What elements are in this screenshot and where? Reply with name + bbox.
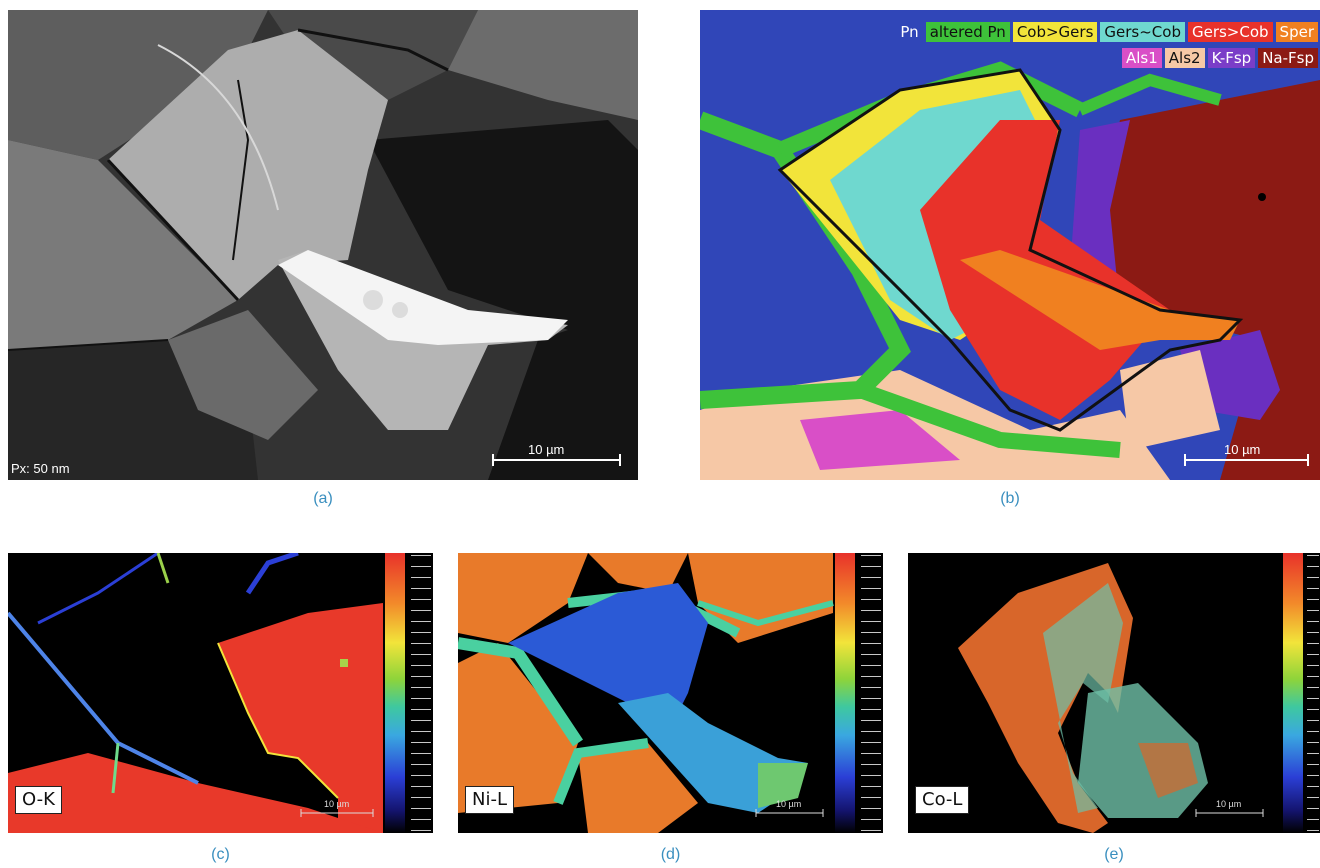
legend-item-als2: Als2	[1164, 48, 1205, 68]
legend-item-gers-cob: Gers~Cob	[1100, 22, 1185, 42]
legend-item-cob-gers: Cob>Gers	[1012, 22, 1098, 42]
legend-item-als1: Als1	[1121, 48, 1162, 68]
colorbar-ticks	[861, 555, 881, 831]
ni-l-element-map	[458, 553, 883, 833]
scale-bar-label: 10 µm	[1216, 799, 1242, 809]
bse-micrograph	[8, 10, 638, 480]
element-label: Co-L	[915, 786, 970, 814]
scale-bar-label: 10 µm	[324, 799, 350, 809]
intensity-colorbar	[1283, 553, 1303, 833]
panel-a-bse-image: Px: 50 nm 10 µm	[8, 10, 638, 480]
element-label: Ni-L	[465, 786, 514, 814]
caption-a: (a)	[313, 490, 333, 507]
colorbar-ticks	[411, 555, 431, 831]
colorbar-ticks	[1307, 555, 1319, 831]
caption-d: (d)	[660, 846, 681, 863]
caption-c: (c)	[211, 846, 230, 863]
legend-item-pn: Pn	[896, 22, 923, 42]
panel-b-phase-map: Pn altered Pn Cob>Gers Gers~Cob Gers>Cob Sper…	[700, 10, 1320, 480]
legend-item-altered-pn: altered Pn	[925, 22, 1010, 42]
co-l-element-map	[908, 553, 1320, 833]
caption-b: (b)	[1000, 490, 1020, 507]
panel-e-co-l-map: Co-L 10 µm	[908, 553, 1320, 833]
legend-item-sper: Sper	[1275, 22, 1318, 42]
scale-bar-label: 10 µm	[1224, 442, 1261, 457]
intensity-colorbar	[835, 553, 855, 833]
phase-legend-row-2: Als1 Als2 K-Fsp Na-Fsp	[1121, 48, 1318, 68]
panel-c-o-k-map: O-K 10 µm	[8, 553, 433, 833]
legend-item-k-fsp: K-Fsp	[1207, 48, 1256, 68]
legend-item-na-fsp: Na-Fsp	[1258, 48, 1318, 68]
pixel-size-label: Px: 50 nm	[11, 461, 70, 476]
phase-legend-row-1: Pn altered Pn Cob>Gers Gers~Cob Gers>Cob Sper	[896, 22, 1318, 42]
intensity-colorbar	[385, 553, 405, 833]
scale-bar-label: 10 µm	[528, 442, 565, 457]
legend-item-gers-cob: Gers>Cob	[1187, 22, 1273, 42]
phase-map-image	[700, 10, 1320, 480]
scale-bar-label: 10 µm	[776, 799, 802, 809]
caption-e: (e)	[1104, 846, 1124, 863]
o-k-element-map	[8, 553, 433, 833]
panel-d-ni-l-map: Ni-L 10 µm	[458, 553, 883, 833]
element-label: O-K	[15, 786, 62, 814]
